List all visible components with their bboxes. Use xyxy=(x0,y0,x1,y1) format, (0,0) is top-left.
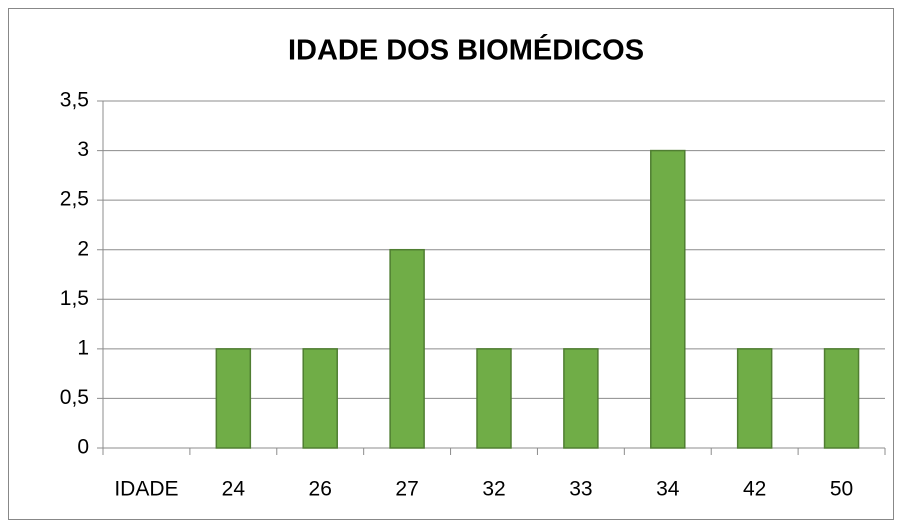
x-tick-label: 26 xyxy=(309,478,332,501)
bar xyxy=(563,348,599,449)
bar xyxy=(736,348,773,449)
x-tick-label: 34 xyxy=(656,478,680,501)
x-tick-label: 32 xyxy=(482,478,505,501)
y-tick-label: 0 xyxy=(77,436,89,459)
bar xyxy=(215,348,252,449)
y-tick-label: 2 xyxy=(77,237,89,260)
x-tick-label: 27 xyxy=(395,478,418,501)
bar xyxy=(389,248,425,449)
x-tick-label: 24 xyxy=(222,478,246,501)
x-tick-label: 42 xyxy=(743,478,766,501)
y-tick-label: 3,5 xyxy=(60,89,89,112)
x-tick-label: 33 xyxy=(569,478,592,501)
bar xyxy=(476,348,512,449)
y-tick-label: 0,5 xyxy=(60,386,89,409)
x-tick-label: IDADE xyxy=(114,478,178,501)
y-tick-label: 1,5 xyxy=(60,287,89,310)
bar xyxy=(650,149,686,449)
y-tick-label: 1 xyxy=(77,336,89,359)
bar xyxy=(823,348,860,449)
x-tick-label: 50 xyxy=(830,478,853,501)
y-tick-label: 2,5 xyxy=(60,188,89,211)
bar xyxy=(302,348,338,449)
chart-title: IDADE DOS BIOMÉDICOS xyxy=(288,33,644,67)
y-tick-label: 3 xyxy=(77,138,89,161)
